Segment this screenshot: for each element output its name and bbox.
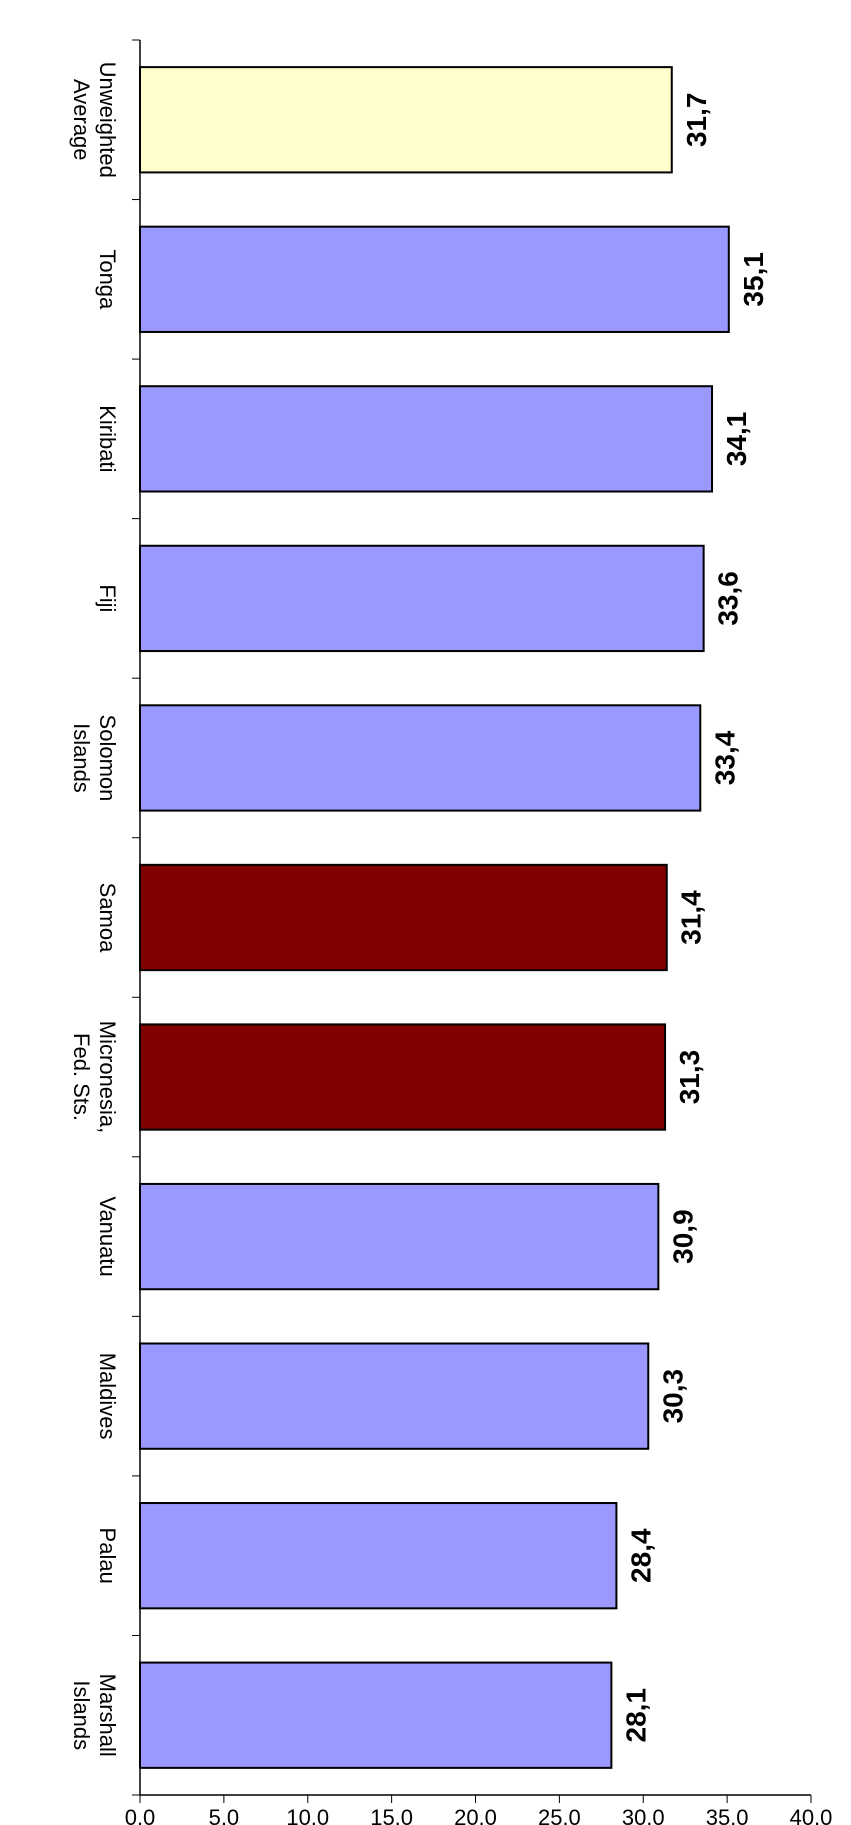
bar: [139, 1182, 660, 1291]
category-label: Islands: [69, 1680, 94, 1750]
data-label: 28,1: [620, 1688, 651, 1743]
bars: [138, 66, 730, 1769]
bar: [139, 863, 668, 972]
data-label: 31,3: [674, 1050, 705, 1105]
data-label: 31,4: [676, 890, 707, 945]
rotated-chart-layer: 28,1 28,4 30,3 30,9 31,3 31,4 33,4 33,6 34,1 35,1…: [69, 39, 833, 1825]
bar: [139, 1502, 618, 1610]
category-label: Average: [69, 79, 94, 161]
category-labels: MarshallIslandsPalauMaldivesVanuatuMicro…: [69, 62, 120, 1757]
data-label: 35,1: [738, 252, 769, 307]
category-label: Islands: [69, 723, 94, 793]
category-label: Vanuatu: [95, 1196, 120, 1276]
bar: [139, 1023, 667, 1131]
data-label: 30,9: [667, 1209, 698, 1264]
value-tick-label: 15,0: [370, 1805, 413, 1825]
bar: [138, 544, 705, 653]
data-label: 34,1: [721, 412, 752, 467]
bar: [138, 66, 673, 174]
category-label: Fiji: [95, 584, 120, 612]
bar: [139, 1342, 650, 1450]
value-tick-label: 0,0: [125, 1805, 156, 1825]
value-tick-label: 20,0: [454, 1805, 497, 1825]
category-label: Palau: [95, 1528, 120, 1584]
category-label: Tonga: [95, 249, 120, 310]
data-label: 33,6: [713, 571, 744, 626]
category-label: Samoa: [95, 883, 120, 953]
bar: [139, 704, 702, 812]
category-label: Kiribati: [95, 405, 120, 472]
value-labels: 28,1 28,4 30,3 30,9 31,3 31,4 33,4 33,6 34,1 35,1…: [620, 93, 768, 1743]
value-tick-label: 25,0: [538, 1805, 581, 1825]
value-tick-label: 5,0: [209, 1805, 240, 1825]
category-label: Micronesia,: [95, 1021, 120, 1133]
data-label: 28,4: [625, 1528, 656, 1583]
value-ticks: 0,0 5,0 10,0 15,0 20,0 25,0 30,0 35,0 40,0: [125, 1795, 833, 1825]
bar: [138, 385, 714, 493]
category-label: Unweighted: [95, 62, 120, 178]
bar: [139, 1661, 613, 1769]
category-label: Fed. Sts.: [69, 1033, 94, 1121]
value-tick-label: 40,0: [790, 1805, 833, 1825]
bar: [139, 225, 730, 333]
data-label: 33,4: [709, 730, 740, 785]
category-label: Marshall: [95, 1674, 120, 1757]
data-label: 31,7: [681, 93, 712, 148]
value-tick-label: 35,0: [706, 1805, 749, 1825]
category-label: Solomon: [95, 715, 120, 802]
data-label: 30,3: [657, 1369, 688, 1424]
value-tick-label: 10,0: [286, 1805, 329, 1825]
category-label: Maldives: [95, 1353, 120, 1440]
value-tick-label: 30,0: [622, 1805, 665, 1825]
